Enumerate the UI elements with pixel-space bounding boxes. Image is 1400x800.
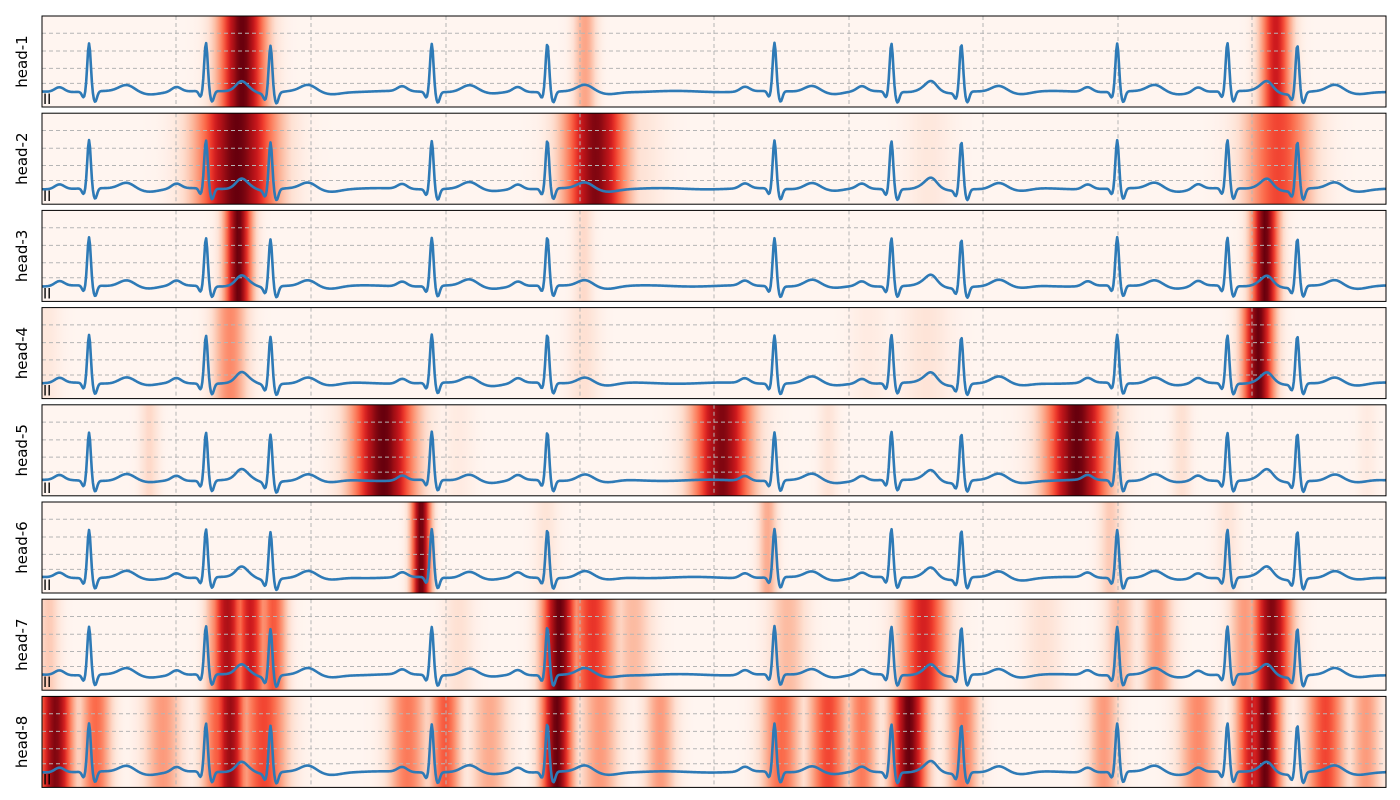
panel-label: head-8 bbox=[13, 716, 31, 768]
panel-frame bbox=[41, 598, 1387, 691]
panel-frame bbox=[41, 404, 1387, 497]
lead-label: II bbox=[43, 772, 51, 788]
ecg-trace bbox=[41, 41, 1387, 105]
lead-label: II bbox=[43, 675, 51, 691]
panel-label: head-5 bbox=[13, 424, 31, 476]
panel-label: head-4 bbox=[13, 327, 31, 379]
ecg-trace bbox=[41, 624, 1387, 688]
grid bbox=[42, 404, 1386, 496]
panel-frame bbox=[41, 112, 1387, 205]
panel-head-1: head-1 II bbox=[13, 15, 1387, 108]
lead-label: II bbox=[43, 578, 51, 594]
panel-label: head-1 bbox=[13, 35, 31, 87]
panel-head-6: head-6 II bbox=[13, 501, 1387, 594]
panel-head-4: head-4 II bbox=[13, 307, 1387, 400]
panel-frame bbox=[41, 209, 1387, 302]
panel-head-2: head-2 II bbox=[13, 112, 1387, 205]
ecg-trace bbox=[41, 235, 1387, 299]
panel-label: head-6 bbox=[13, 521, 31, 573]
panel-head-7: head-7 II bbox=[13, 598, 1387, 691]
lead-label: II bbox=[43, 92, 51, 108]
panel-frame bbox=[41, 15, 1387, 108]
lead-label: II bbox=[43, 384, 51, 400]
panel-frame bbox=[41, 307, 1387, 400]
panel-head-3: head-3 II bbox=[13, 209, 1387, 302]
lead-label: II bbox=[43, 286, 51, 302]
panels: head-1 II head-2 II head-3 II head-4 II head-5 II… bbox=[13, 15, 1387, 788]
panel-label: head-2 bbox=[13, 132, 31, 184]
ecg-trace bbox=[41, 138, 1387, 202]
grid bbox=[42, 696, 1386, 788]
ecg-trace bbox=[41, 430, 1387, 494]
lead-label: II bbox=[43, 189, 51, 205]
ecg-trace bbox=[41, 527, 1387, 592]
panel-head-5: head-5 II bbox=[13, 404, 1387, 497]
panel-frame bbox=[41, 695, 1387, 788]
panel-head-8: head-8 II bbox=[13, 695, 1387, 788]
grid bbox=[42, 16, 1386, 107]
ecg-trace bbox=[41, 333, 1387, 397]
grid bbox=[42, 502, 1386, 593]
panel-label: head-3 bbox=[13, 230, 31, 282]
grid bbox=[42, 113, 1386, 205]
panel-frame bbox=[41, 501, 1387, 594]
ecg-trace bbox=[41, 722, 1387, 785]
panel-label: head-7 bbox=[13, 618, 31, 670]
grid bbox=[42, 307, 1386, 399]
lead-label: II bbox=[43, 481, 51, 497]
grid bbox=[42, 599, 1386, 691]
